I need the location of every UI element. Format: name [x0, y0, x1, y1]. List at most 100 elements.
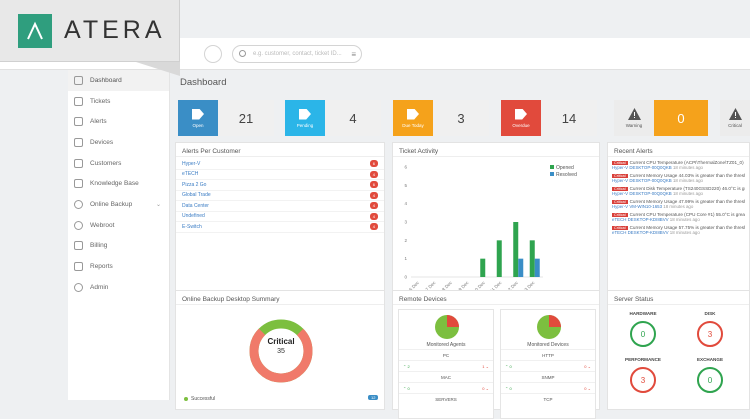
up-count: ⌃ 0 — [403, 386, 410, 391]
server-status-panel: Server Status HARDWARE 0 DISK 3 PERFORMA… — [607, 290, 750, 410]
sidebar-item-customers[interactable]: Customers — [68, 153, 169, 174]
recent-alert-item[interactable]: Critical Current Memory Usage 57.75% is g… — [608, 225, 749, 235]
panel-title: Ticket Activity — [393, 143, 599, 157]
alert-customer-row[interactable]: eTECH 4 — [176, 170, 384, 180]
sidebar-item-knowledge-base[interactable]: Knowledge Base — [68, 173, 169, 194]
bar-resolved-6[interactable] — [518, 258, 524, 277]
customer-name-link[interactable]: Global Trade — [182, 192, 211, 199]
page-title: Dashboard — [180, 77, 227, 88]
brand-logo[interactable]: ATERA — [0, 0, 180, 62]
up-count: ⌃ 0 — [505, 364, 512, 369]
sidebar-item-tickets[interactable]: Tickets — [68, 91, 169, 112]
alert-host-link[interactable]: DESKTOP-KDI8BVV — [627, 230, 669, 235]
device-counts-row: ⌃ 2 1 ⌄ — [399, 360, 493, 371]
performance-status-circle[interactable]: 3 — [630, 367, 656, 393]
hardware-status-circle[interactable]: 0 — [630, 321, 656, 347]
y-tick-label: 4 — [404, 201, 407, 206]
tile-open[interactable]: Open 21 — [178, 100, 274, 136]
alert-host-link[interactable]: DESKTOP-00Q0QKB — [629, 165, 672, 170]
server-status-label: PERFORMANCE — [625, 357, 661, 362]
alert-count-badge: 4 — [369, 212, 378, 220]
alert-host-link[interactable]: VM-WIN10-1653 — [629, 204, 663, 209]
sidebar-item-alerts[interactable]: Alerts — [68, 111, 169, 132]
tile-label: Open — [192, 122, 204, 128]
bar-opened-5[interactable] — [496, 240, 502, 277]
bar-resolved-7[interactable] — [534, 258, 540, 277]
exchange-status-circle[interactable]: 0 — [697, 367, 723, 393]
search-input[interactable]: e.g. customer, contact, ticket ID... ≡ — [232, 45, 362, 63]
critical-badge: Critical — [612, 226, 628, 230]
alert-customer-link[interactable]: eTECH — [612, 217, 627, 222]
alert-host-link[interactable]: DESKTOP-00Q0QKB — [629, 178, 672, 183]
menu-toggle-button[interactable] — [204, 45, 222, 63]
donut-center-value: 35 — [277, 348, 285, 355]
device-row: SERVERS — [399, 393, 493, 404]
alert-host-link[interactable]: DESKTOP-00Q0QKB — [629, 191, 672, 196]
customer-name-link[interactable]: E-Switch — [182, 223, 202, 230]
filter-icon[interactable]: ≡ — [351, 50, 356, 59]
alert-meta-line: eTECH DESKTOP-KDI8BVV 18 minutes ago — [612, 217, 745, 222]
bar-opened-7[interactable] — [529, 240, 535, 277]
sidebar-item-admin[interactable]: Admin — [68, 277, 169, 298]
recent-alert-item[interactable]: Critical Current Memory Usage 44.03% is g… — [608, 173, 749, 183]
customer-name-link[interactable]: eTECH — [182, 171, 199, 178]
sidebar-item-label: Billing — [90, 242, 108, 250]
alert-customer-row[interactable]: Global Trade 4 — [176, 191, 384, 201]
recent-alert-item[interactable]: Critical Current CPU Temperature (CPU Cor… — [608, 212, 749, 222]
alert-customer-row[interactable]: E-Switch 4 — [176, 222, 384, 233]
monitored-devices-card[interactable]: Monitored Devices HTTP ⌃ 0 0 ⌄ SNMP ⌃ 0 0 … — [500, 309, 596, 419]
alert-customer-row[interactable]: Pizza 2 Go 6 — [176, 180, 384, 191]
alert-customer-link[interactable]: Hyper-V — [612, 191, 629, 196]
alert-customer-row[interactable]: Data Center 4 — [176, 201, 384, 212]
tile-critical[interactable]: Critical — [720, 100, 750, 136]
admin-icon — [74, 282, 83, 292]
search-icon — [239, 50, 246, 57]
y-tick-label: 1 — [404, 256, 407, 261]
customer-name-link[interactable]: Pizza 2 Go — [182, 181, 207, 188]
bar-opened-6[interactable] — [513, 222, 519, 277]
tile-due-today[interactable]: Due Today 3 — [393, 100, 489, 136]
disk-status-circle[interactable]: 3 — [697, 321, 723, 347]
sidebar-item-webroot[interactable]: Webroot — [68, 215, 169, 236]
device-row: TCP — [501, 393, 595, 404]
customer-name-link[interactable]: Undefined — [182, 213, 205, 220]
tile-pending[interactable]: Pending 4 — [285, 100, 381, 136]
alert-host-link[interactable]: DESKTOP-KDI8BVV — [627, 217, 669, 222]
recent-alerts-list: Critical Current CPU Temperature (ACPI\Th… — [608, 160, 749, 235]
legend-count-badge: 12 — [368, 395, 379, 400]
legend-dot — [184, 397, 188, 401]
chevron-down-icon[interactable]: ⌄ — [155, 201, 161, 208]
sidebar-item-reports[interactable]: Reports — [68, 256, 169, 277]
alert-customer-row[interactable]: Undefined 4 — [176, 212, 384, 222]
chart-icon — [74, 262, 83, 272]
customer-name-link[interactable]: Hyper-V — [182, 160, 201, 167]
tag-icon — [192, 108, 204, 120]
recent-alert-item[interactable]: Critical Current Memory Usage 47.99% is g… — [608, 199, 749, 209]
logo-mark-icon — [18, 13, 52, 48]
warning-icon — [627, 108, 641, 120]
donut-center-label: Critical — [267, 337, 295, 346]
sidebar-item-online-backup[interactable]: Online Backup ⌄ — [68, 194, 169, 215]
bar-opened-4[interactable] — [480, 258, 486, 277]
alert-list: Hyper-V 6 eTECH 4 Pizza 2 Go 6 Global Trade 4 Da… — [176, 157, 384, 233]
tile-overdue[interactable]: Overdue 14 — [501, 100, 597, 136]
recent-alert-item[interactable]: Critical Current CPU Temperature (ACPI\Th… — [608, 160, 749, 170]
alert-customer-link[interactable]: eTECH — [612, 230, 627, 235]
alert-text-line: Critical Current CPU Temperature (ACPI\Th… — [612, 160, 745, 165]
alert-message: Current CPU Temperature (CPU Core #1) 55… — [629, 212, 745, 217]
customer-name-link[interactable]: Data Center — [182, 202, 209, 209]
recent-alert-item[interactable]: Critical Current Disk Temperature (TS240G… — [608, 186, 749, 196]
sidebar-item-devices[interactable]: Devices — [68, 132, 169, 153]
donut-critical-segment[interactable] — [246, 316, 316, 386]
monitored-agents-card[interactable]: Monitored Agents PC ⌃ 2 1 ⌄ MAC ⌃ 0 0 ⌄ SE… — [398, 309, 494, 419]
critical-badge: Critical — [612, 200, 628, 204]
alert-customer-link[interactable]: Hyper-V — [612, 165, 629, 170]
alert-customer-link[interactable]: Hyper-V — [612, 178, 629, 183]
panel-title: Remote Devices — [393, 291, 599, 305]
alert-customer-row[interactable]: Hyper-V 6 — [176, 159, 384, 170]
alert-customer-link[interactable]: Hyper-V — [612, 204, 629, 209]
tile-value: 4 — [325, 100, 381, 136]
alert-time: 18 minutes ago — [672, 165, 703, 170]
tile-warning[interactable]: Warning 0 — [614, 100, 710, 136]
sidebar-item-billing[interactable]: Billing — [68, 236, 169, 257]
